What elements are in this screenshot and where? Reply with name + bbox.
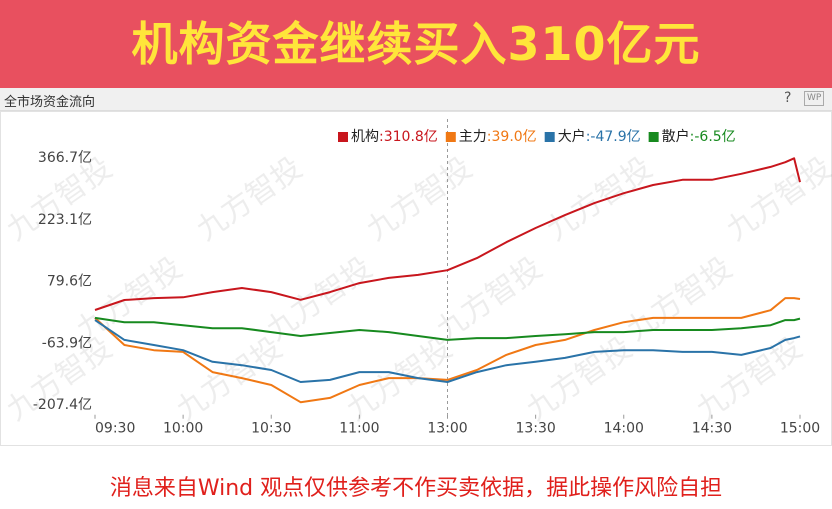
watermark: 九方智投 (360, 150, 478, 247)
x-tick-label: 13:30 (515, 421, 555, 437)
legend-name: 主力 (459, 129, 487, 145)
legend-swatch (648, 132, 659, 142)
legend-name: 机构 (351, 129, 379, 145)
y-tick-label: -63.9亿 (42, 335, 92, 351)
series-line (94, 316, 801, 341)
watermark: 九方智投 (620, 250, 738, 347)
legend-value: :-47.9亿 (586, 129, 641, 145)
help-button[interactable]: ? (784, 90, 792, 106)
series-line (94, 157, 801, 311)
y-tick-label: 223.1亿 (38, 212, 92, 228)
legend-value: :39.0亿 (487, 129, 537, 145)
series-line (94, 319, 801, 383)
disclaimer: 消息来自Wind 观点仅供参考不作买卖依据，据此操作风险自担 (109, 476, 723, 501)
watermark: 九方智投 (540, 150, 658, 247)
series-line (94, 297, 801, 404)
panel-header: 全市场资金流向 ? WP (0, 88, 832, 111)
watermark: 九方智投 (190, 150, 308, 247)
legend-value: :310.8亿 (379, 129, 438, 145)
legend-swatch (338, 132, 348, 142)
watermark: 九方智投 (690, 330, 808, 427)
y-tick-label: -207.4亿 (33, 397, 92, 413)
panel-title: 全市场资金流向 (4, 95, 96, 110)
x-tick-label: 14:00 (604, 421, 644, 437)
watermark: 九方智投 (170, 330, 288, 427)
x-tick-label: 10:30 (251, 421, 291, 437)
x-tick-label: 10:00 (163, 421, 203, 437)
legend-swatch (445, 132, 456, 142)
y-tick-label: 366.7亿 (38, 150, 92, 166)
x-tick-label: 13:00 (427, 421, 467, 437)
x-tick-label: 11:00 (339, 421, 379, 437)
banner: 机构资金继续买入310亿元 (0, 0, 832, 88)
x-tick-label: 09:30 (95, 421, 135, 437)
banner-title: 机构资金继续买入310亿元 (131, 17, 701, 71)
panel-icon[interactable]: WP (804, 91, 825, 106)
x-tick-label: 15:00 (780, 421, 820, 437)
legend-value: :-6.5亿 (690, 129, 736, 145)
y-tick-label: 79.6亿 (47, 274, 92, 290)
x-tick-label: 14:30 (692, 421, 732, 437)
legend-swatch (544, 132, 555, 142)
legend-name: 大户 (558, 128, 586, 145)
legend-name: 散户 (662, 128, 690, 145)
